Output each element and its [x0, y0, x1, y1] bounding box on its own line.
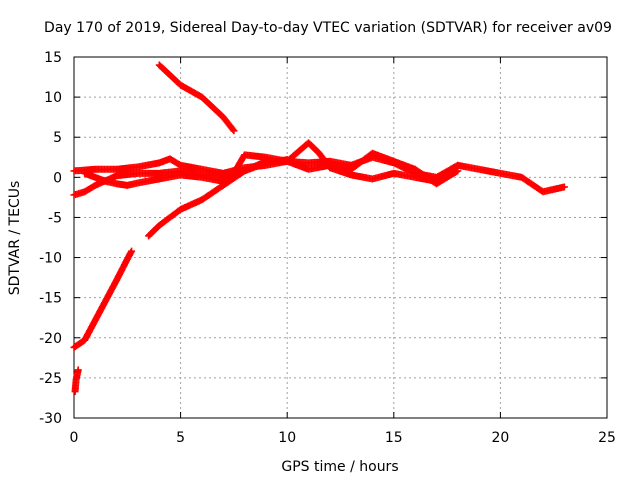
series-gradual-rise	[145, 156, 291, 240]
x-tick-label: 15	[385, 430, 403, 446]
data-point	[128, 247, 136, 255]
data-point	[432, 177, 440, 185]
y-tick-label: -20	[39, 331, 62, 347]
x-tick-label: 10	[278, 430, 296, 446]
x-tick-label: 20	[491, 430, 509, 446]
chart-title: Day 170 of 2019, Sidereal Day-to-day VTE…	[44, 20, 612, 36]
y-tick-label: 5	[53, 130, 62, 146]
grid-lines	[74, 57, 607, 418]
data-points	[70, 61, 568, 396]
y-tick-label: -5	[48, 210, 62, 226]
y-axis-label: SDTVAR / TECUs	[7, 181, 23, 296]
plot-frame	[73, 56, 608, 419]
data-point	[74, 366, 82, 374]
x-tick-label: 5	[176, 430, 185, 446]
y-tick-label: 10	[44, 90, 62, 106]
y-tick-label: 15	[44, 50, 62, 66]
series-descending-arc	[155, 61, 238, 135]
y-tick-labels: -30 -25 -20 -15 -10 -5 0 5 10 15	[39, 50, 62, 427]
x-tick-label: 0	[70, 430, 79, 446]
data-point	[230, 127, 238, 135]
y-tick-label: -30	[39, 411, 62, 427]
y-tick-label: -25	[39, 371, 62, 387]
y-tick-label: -15	[39, 291, 62, 307]
series-steep-rise	[70, 247, 136, 351]
axis-ticks	[73, 56, 608, 419]
data-point	[560, 183, 568, 191]
series-early-outlier	[71, 366, 82, 396]
data-point	[454, 167, 462, 175]
y-tick-label: 0	[53, 170, 62, 186]
data-point	[452, 168, 460, 176]
data-point	[283, 156, 291, 164]
x-tick-labels: 0 5 10 15 20 25	[70, 430, 616, 446]
data-point	[229, 126, 237, 134]
x-axis-label: GPS time / hours	[281, 459, 398, 475]
x-tick-label: 25	[598, 430, 616, 446]
y-tick-label: -10	[39, 251, 62, 267]
